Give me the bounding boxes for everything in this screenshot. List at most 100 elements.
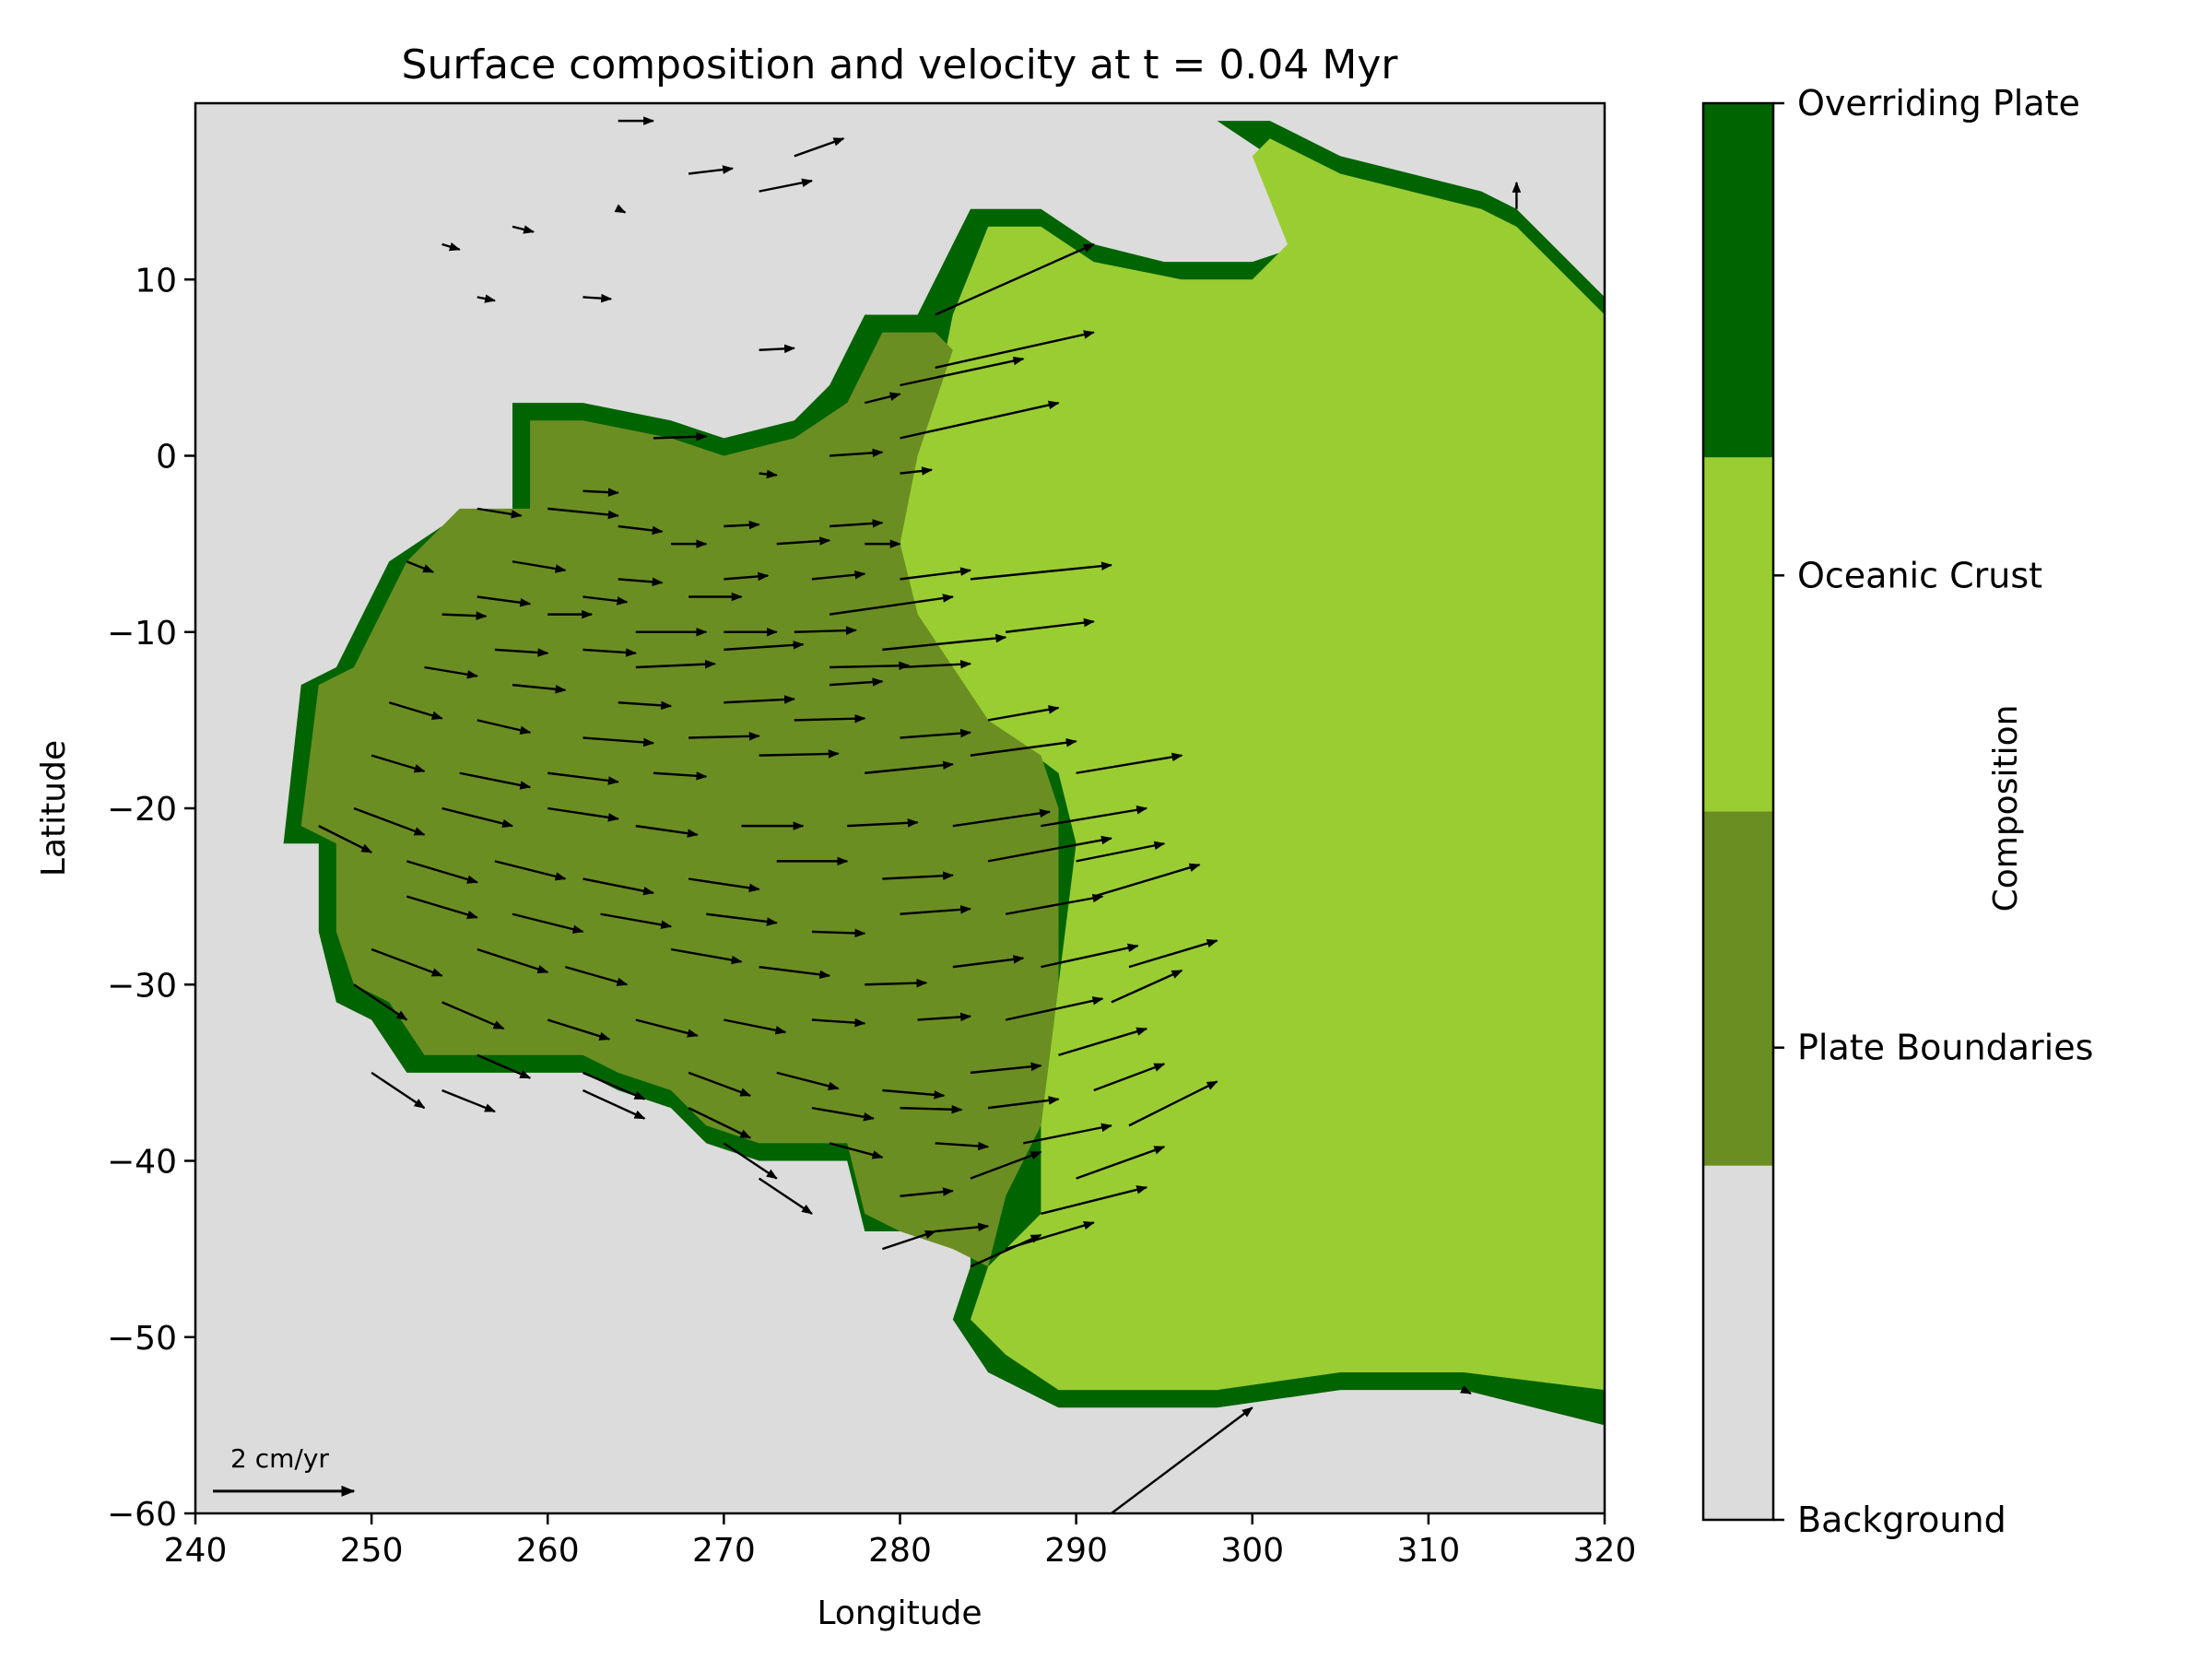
velocity-arrow <box>1093 863 1201 898</box>
velocity-arrow <box>1111 969 1183 1004</box>
velocity-arrow <box>1076 1146 1166 1180</box>
velocity-arrow <box>547 1018 611 1041</box>
velocity-arrow <box>830 661 911 671</box>
velocity-arrow <box>441 806 514 829</box>
plate-boundaries-region <box>300 332 1059 1267</box>
velocity-arrow <box>441 1088 497 1113</box>
y-tick-label: −40 <box>107 1144 177 1182</box>
velocity-arrow <box>935 330 1095 370</box>
velocity-arrow <box>547 771 619 785</box>
velocity-arrow <box>477 719 532 735</box>
x-tick-label: 310 <box>1397 1532 1461 1570</box>
velocity-arrow <box>1128 938 1218 969</box>
velocity-arrow <box>724 695 796 704</box>
velocity-arrow <box>582 293 613 303</box>
y-tick-label: −30 <box>107 967 177 1005</box>
velocity-vectors <box>318 116 1522 1513</box>
velocity-arrow <box>371 947 443 977</box>
y-tick-label: 10 <box>135 262 177 300</box>
velocity-arrow <box>582 488 619 497</box>
velocity-arrow <box>1058 1027 1148 1056</box>
velocity-arrow <box>864 392 901 405</box>
velocity-arrow <box>1076 841 1166 863</box>
x-tick-label: 320 <box>1573 1532 1637 1570</box>
x-axis: 240 250 260 270 280 290 300 310 320 <box>164 1513 1637 1570</box>
velocity-arrow <box>653 771 708 781</box>
y-axis-label: Latitude <box>35 740 73 877</box>
velocity-arrow <box>759 749 840 759</box>
velocity-arrow <box>582 1088 646 1120</box>
y-axis: −60 −50 −40 −30 −20 −10 0 10 <box>107 262 195 1534</box>
velocity-arrow <box>724 571 770 582</box>
velocity-arrow <box>900 356 1025 387</box>
velocity-arrow <box>512 683 567 694</box>
colorbar-segment <box>1703 457 1773 812</box>
velocity-arrow <box>865 978 928 988</box>
velocity-arrow <box>882 633 1007 652</box>
velocity-arrow <box>759 469 778 479</box>
velocity-arrow <box>900 1187 955 1197</box>
velocity-arrow <box>406 895 478 920</box>
velocity-arrow <box>900 400 1060 440</box>
velocity-arrow <box>477 1053 532 1079</box>
x-tick-label: 250 <box>340 1532 404 1570</box>
colorbar-segment <box>1703 811 1773 1166</box>
velocity-arrow <box>1128 1080 1218 1127</box>
velocity-arrow <box>794 626 857 635</box>
velocity-arrow <box>811 1018 866 1028</box>
velocity-arrow <box>512 912 584 934</box>
velocity-arrow <box>987 1096 1060 1110</box>
velocity-arrow <box>477 507 523 519</box>
velocity-arrow <box>900 567 972 581</box>
velocity-arrow <box>882 1230 936 1251</box>
velocity-arrow <box>1005 893 1104 915</box>
velocity-arrow <box>759 344 796 354</box>
velocity-arrow <box>900 466 934 476</box>
velocity-arrow <box>512 225 535 234</box>
velocity-arrow <box>688 1071 752 1097</box>
velocity-arrow <box>970 561 1113 581</box>
colorbar-tick-label: Oceanic Crust <box>1797 555 2042 595</box>
velocity-arrow <box>900 659 972 669</box>
velocity-arrow <box>829 1142 884 1159</box>
velocity-arrow <box>512 560 567 573</box>
x-tick-label: 290 <box>1044 1532 1108 1570</box>
velocity-arrow <box>759 965 831 980</box>
velocity-arrow <box>670 947 743 965</box>
velocity-arrow <box>1076 752 1183 774</box>
velocity-arrow <box>935 1141 990 1151</box>
velocity-arrow <box>724 1018 787 1035</box>
velocity-arrow <box>952 955 1025 969</box>
velocity-arrow <box>758 1177 813 1215</box>
velocity-arrow <box>582 1071 646 1100</box>
velocity-arrow <box>987 705 1060 722</box>
colorbar-label: Composition <box>1987 705 2025 912</box>
velocity-arrow <box>635 1018 699 1038</box>
velocity-arrow <box>477 947 549 974</box>
velocity-arrow <box>582 736 655 747</box>
velocity-arrow <box>970 1062 1042 1075</box>
velocity-arrow <box>1459 1384 1472 1395</box>
velocity-arrow <box>1111 1406 1253 1513</box>
y-tick-label: 0 <box>156 439 177 477</box>
velocity-arrow <box>582 595 629 606</box>
velocity-arrow <box>882 871 955 881</box>
velocity-arrow <box>970 1233 1042 1268</box>
velocity-arrow <box>970 1150 1042 1180</box>
velocity-arrow <box>618 524 664 535</box>
velocity-arrow <box>441 611 488 620</box>
y-tick-label: −10 <box>107 615 177 653</box>
colorbar-frame <box>1701 101 1775 1522</box>
velocity-arrow <box>547 806 619 822</box>
velocity-arrow <box>547 507 619 520</box>
x-tick-label: 280 <box>868 1532 932 1570</box>
velocity-arrow <box>688 1107 752 1139</box>
velocity-arrow <box>724 641 805 652</box>
velocity-arrow <box>900 728 972 739</box>
velocity-arrow <box>935 242 1095 316</box>
velocity-arrow <box>829 519 884 528</box>
velocity-arrow <box>318 825 373 853</box>
velocity-arrow <box>653 432 708 441</box>
velocity-arrow <box>829 448 884 458</box>
colorbar-tick-label: Overriding Plate <box>1797 83 2080 124</box>
